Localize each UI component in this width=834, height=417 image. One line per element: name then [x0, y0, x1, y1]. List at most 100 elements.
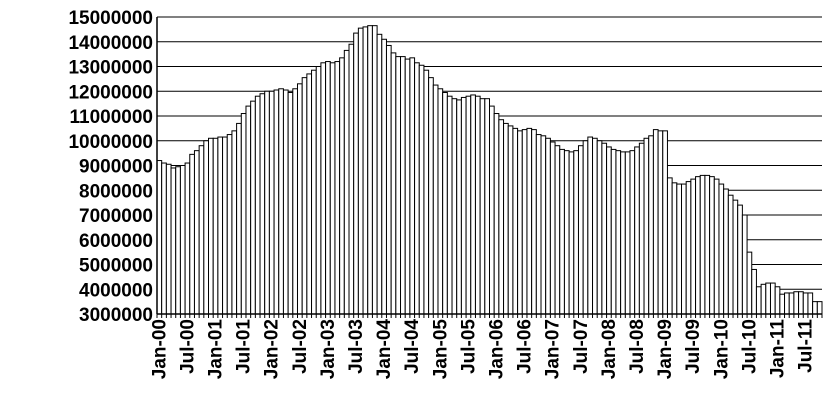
bar: [404, 58, 411, 315]
axes: [156, 17, 823, 318]
bar: [690, 178, 697, 315]
y-tick-label: 15000000: [68, 8, 153, 29]
bar: [179, 165, 186, 315]
bar: [250, 100, 256, 315]
bar: [236, 122, 242, 315]
bar: [695, 176, 701, 315]
bar: [395, 56, 402, 315]
x-tick-label: Jul-04: [402, 319, 423, 374]
bar: [343, 49, 350, 315]
bar: [568, 151, 575, 315]
x-tick-label: Jan-05: [430, 319, 451, 380]
bar: [409, 57, 416, 315]
y-tick-label: 13000000: [68, 58, 153, 79]
x-tick-label: Jan-09: [655, 319, 676, 379]
bar: [203, 140, 210, 315]
bar: [367, 25, 373, 315]
bar: [268, 90, 275, 315]
y-tick-label: 12000000: [68, 82, 153, 103]
x-tick-label: Jul-08: [627, 319, 648, 374]
x-tick-label: Jul-03: [346, 319, 367, 374]
bar: [184, 162, 191, 315]
bar: [601, 142, 608, 315]
bar: [643, 137, 650, 315]
bar: [217, 136, 224, 315]
bar: [685, 181, 692, 315]
bar: [531, 129, 537, 315]
bar: [816, 301, 823, 315]
bar: [807, 292, 814, 315]
bar: [479, 98, 486, 315]
x-tick-label: Jan-10: [711, 319, 732, 379]
bar: [779, 293, 786, 315]
x-tick-label: Jan-04: [374, 319, 395, 380]
bar: [788, 292, 795, 315]
bar: [507, 125, 514, 315]
bar: [774, 286, 781, 315]
bar: [648, 135, 654, 315]
bar: [549, 141, 556, 315]
bar: [713, 178, 720, 315]
bar: [657, 130, 664, 315]
bar: [709, 176, 715, 315]
x-tick-label: Jul-02: [290, 319, 311, 374]
bar: [573, 150, 579, 315]
bar: [751, 268, 757, 315]
bar: [362, 26, 369, 315]
bar: [390, 52, 397, 315]
x-tick-label: Jan-06: [487, 319, 508, 379]
bar: [170, 167, 177, 315]
bar: [503, 122, 509, 315]
x-tick-label: Jul-00: [177, 319, 198, 374]
bar: [592, 137, 598, 315]
bar: [222, 136, 228, 315]
x-tick-label: Jan-08: [599, 319, 620, 379]
bar: [681, 183, 687, 315]
x-tick-label: Jan-11: [768, 319, 789, 379]
bar: [638, 142, 645, 315]
bar: [470, 94, 476, 315]
bar: [610, 148, 617, 315]
bar: [376, 33, 383, 315]
bar: [634, 146, 640, 315]
bar: [535, 134, 542, 315]
x-tick-label: Jul-05: [458, 319, 479, 374]
bar: [278, 88, 284, 315]
y-tick-label: 4000000: [79, 280, 153, 301]
y-tick-label: 10000000: [68, 132, 153, 153]
bar: [718, 183, 725, 315]
bar: [193, 150, 200, 315]
bar: [741, 214, 748, 315]
bar: [282, 89, 289, 315]
bar: [465, 95, 472, 315]
x-tick-label: Jan-02: [262, 319, 283, 379]
bar: [596, 140, 603, 315]
bar: [264, 90, 270, 315]
bar: [414, 62, 420, 315]
bar: [624, 151, 631, 315]
bar: [442, 91, 448, 315]
bar-series: [156, 25, 823, 315]
bar: [474, 95, 481, 315]
bar: [245, 105, 252, 315]
y-tick-label: 5000000: [79, 256, 153, 277]
x-tick-label: Jul-09: [683, 319, 704, 374]
x-tick-label: Jan-01: [206, 319, 227, 380]
bar: [699, 174, 706, 315]
bar: [666, 177, 673, 315]
bar: [381, 38, 387, 315]
y-tick-label: 9000000: [79, 157, 153, 178]
bar: [615, 150, 622, 315]
y-tick-label: 14000000: [68, 33, 153, 54]
bar: [334, 61, 341, 315]
y-tick-label: 3000000: [79, 305, 153, 326]
bar: [526, 127, 533, 315]
bar: [676, 183, 683, 315]
x-tick-label: Jul-10: [739, 319, 760, 374]
bar: [161, 162, 167, 315]
bar: [545, 137, 551, 315]
y-tick-label: 7000000: [79, 206, 153, 227]
bar: [662, 130, 668, 315]
bar: [400, 56, 406, 315]
bar: [798, 291, 804, 315]
